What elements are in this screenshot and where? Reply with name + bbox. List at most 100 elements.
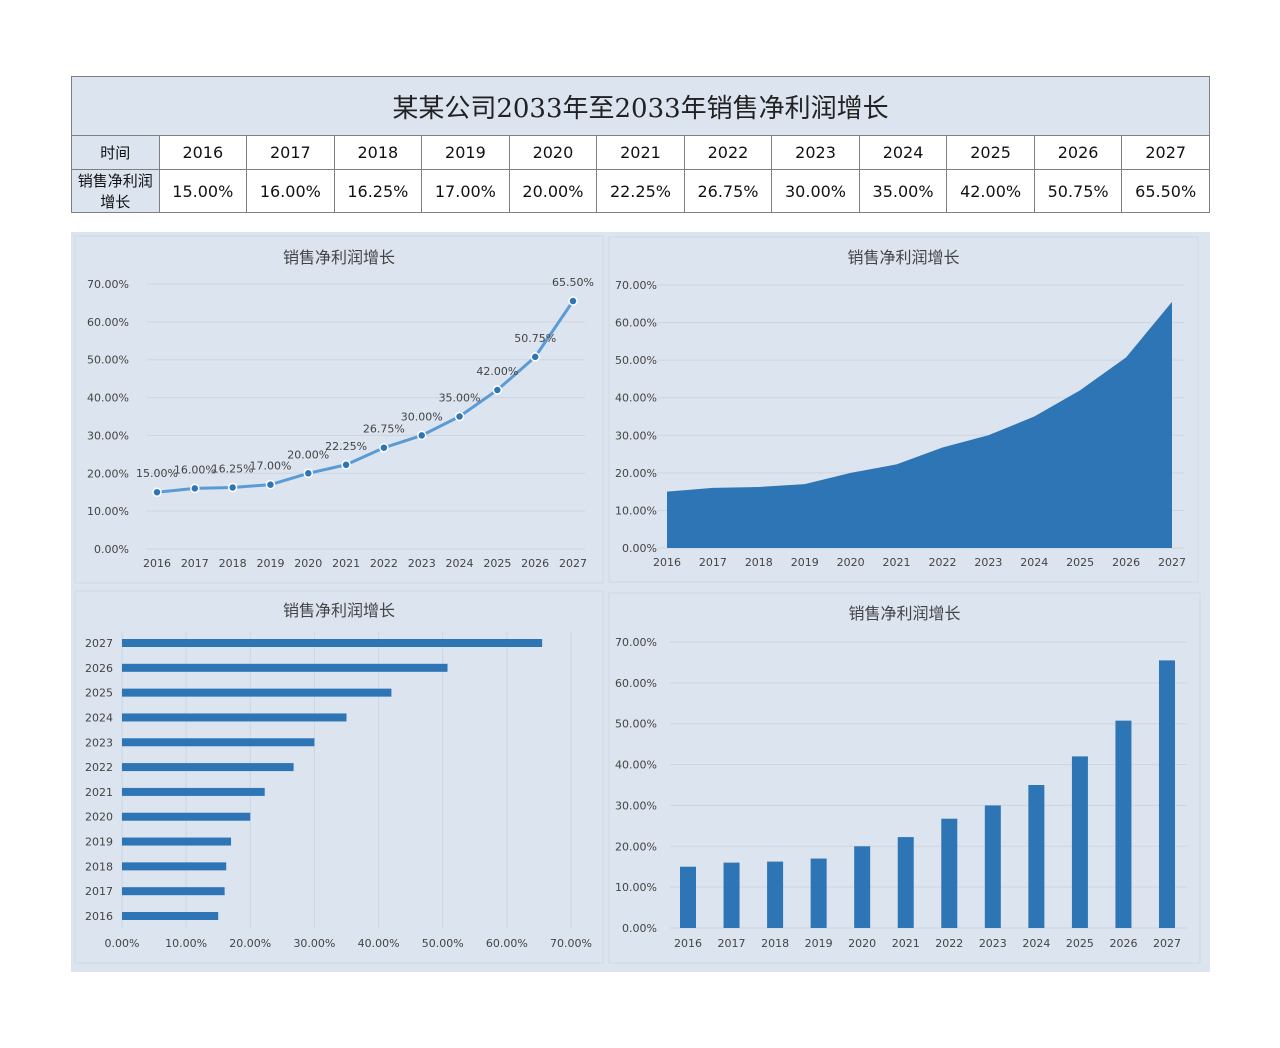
data-label: 26.75% bbox=[363, 423, 405, 436]
column-bar bbox=[767, 861, 784, 928]
y-tick-label: 40.00% bbox=[87, 392, 129, 405]
y-tick-label: 2027 bbox=[85, 637, 113, 650]
data-label: 30.00% bbox=[401, 410, 443, 423]
data-point bbox=[492, 385, 503, 395]
bar bbox=[122, 663, 448, 672]
y-tick-label: 0.00% bbox=[622, 542, 657, 555]
x-tick-label: 60.00% bbox=[486, 937, 528, 950]
x-tick-label: 70.00% bbox=[550, 937, 592, 950]
year-cell: 2023 bbox=[771, 135, 860, 170]
value-cell: 65.50% bbox=[1121, 169, 1210, 213]
y-tick-label: 60.00% bbox=[615, 677, 657, 690]
y-tick-label: 2016 bbox=[85, 910, 113, 923]
data-point bbox=[152, 487, 162, 497]
data-label: 22.25% bbox=[325, 440, 367, 453]
chart-title: 销售净利润增长 bbox=[848, 604, 960, 623]
y-tick-label: 70.00% bbox=[615, 636, 657, 649]
data-label: 20.00% bbox=[287, 448, 329, 461]
data-label: 35.00% bbox=[439, 392, 481, 405]
column-bar bbox=[941, 818, 958, 928]
year-cell: 2018 bbox=[333, 135, 423, 170]
value-cell: 16.00% bbox=[246, 169, 335, 213]
bar bbox=[122, 837, 232, 846]
data-point bbox=[568, 296, 578, 306]
x-tick-label: 2026 bbox=[1109, 937, 1137, 950]
x-tick-label: 2025 bbox=[483, 557, 511, 570]
x-tick-label: 2026 bbox=[1112, 556, 1140, 569]
bar bbox=[122, 688, 392, 697]
x-tick-label: 2027 bbox=[559, 557, 587, 570]
year-row: 时间 2016 2017 2018 2019 2020 2021 2022 2023 2024 20… bbox=[71, 135, 1210, 170]
bar bbox=[122, 713, 347, 722]
bar bbox=[122, 912, 219, 920]
bar bbox=[122, 812, 251, 821]
bar bbox=[122, 738, 315, 747]
data-point bbox=[530, 352, 540, 362]
value-cell: 15.00% bbox=[158, 169, 248, 213]
y-tick-label: 10.00% bbox=[87, 505, 129, 518]
y-tick-label: 2025 bbox=[85, 687, 113, 700]
y-tick-label: 50.00% bbox=[615, 354, 657, 367]
column-bar bbox=[897, 837, 914, 928]
x-tick-label: 2019 bbox=[805, 937, 833, 950]
x-tick-label: 2024 bbox=[446, 557, 474, 570]
data-point bbox=[454, 411, 465, 422]
bar bbox=[122, 763, 294, 772]
table-title: 某某公司2033年至2033年销售净利润增长 bbox=[71, 76, 1210, 136]
x-tick-label: 2016 bbox=[653, 556, 681, 569]
data-point bbox=[265, 479, 276, 490]
chart-title: 销售净利润增长 bbox=[283, 248, 395, 267]
y-tick-label: 60.00% bbox=[87, 316, 129, 329]
growth-table: 某某公司2033年至2033年销售净利润增长 时间 2016 2017 2018 201… bbox=[71, 76, 1210, 213]
x-tick-label: 2017 bbox=[718, 937, 746, 950]
y-tick-label: 70.00% bbox=[87, 278, 129, 291]
y-tick-label: 60.00% bbox=[615, 317, 657, 330]
x-tick-label: 50.00% bbox=[422, 937, 464, 950]
value-row: 销售净利润增长 15.00% 16.00% 16.25% 17.00% 20.00% 22.… bbox=[71, 169, 1210, 213]
bar bbox=[122, 862, 227, 871]
data-label: 16.00% bbox=[174, 463, 216, 476]
value-cell: 22.25% bbox=[596, 169, 685, 213]
data-label: 16.25% bbox=[212, 462, 254, 475]
value-cell: 17.00% bbox=[421, 169, 510, 213]
chart-title: 销售净利润增长 bbox=[283, 601, 395, 620]
y-tick-label: 20.00% bbox=[615, 840, 657, 853]
data-point bbox=[341, 460, 351, 470]
value-cell: 26.75% bbox=[683, 169, 773, 213]
data-label: 42.00% bbox=[476, 365, 518, 378]
x-tick-label: 2021 bbox=[892, 937, 920, 950]
x-tick-label: 2021 bbox=[332, 557, 360, 570]
year-cell: 2026 bbox=[1033, 135, 1123, 170]
y-tick-label: 0.00% bbox=[94, 543, 129, 556]
column-bar bbox=[810, 858, 827, 928]
data-label: 65.50% bbox=[552, 276, 594, 289]
x-tick-label: 2018 bbox=[745, 556, 773, 569]
x-tick-label: 2023 bbox=[408, 557, 436, 570]
data-label: 17.00% bbox=[249, 460, 291, 473]
year-cell: 2025 bbox=[946, 135, 1035, 170]
y-tick-label: 10.00% bbox=[615, 881, 657, 894]
chart-title: 销售净利润增长 bbox=[847, 248, 959, 267]
x-tick-label: 2021 bbox=[883, 556, 911, 569]
y-tick-label: 2021 bbox=[85, 786, 113, 799]
x-tick-label: 2016 bbox=[143, 557, 171, 570]
y-tick-label: 50.00% bbox=[615, 718, 657, 731]
y-tick-label: 30.00% bbox=[615, 429, 657, 442]
y-tick-label: 2020 bbox=[85, 811, 113, 824]
column-bar bbox=[1115, 720, 1132, 928]
row-header-growth: 销售净利润增长 bbox=[71, 169, 160, 213]
y-tick-label: 0.00% bbox=[622, 922, 657, 935]
x-tick-label: 2016 bbox=[674, 937, 702, 950]
x-tick-label: 0.00% bbox=[105, 937, 140, 950]
series-line bbox=[156, 300, 575, 494]
y-tick-label: 2018 bbox=[85, 860, 113, 873]
x-tick-label: 2022 bbox=[928, 556, 956, 569]
x-tick-label: 2026 bbox=[521, 557, 549, 570]
y-tick-label: 70.00% bbox=[615, 279, 657, 292]
bar bbox=[122, 887, 225, 896]
y-tick-label: 2023 bbox=[85, 736, 113, 749]
y-tick-label: 2024 bbox=[85, 711, 113, 724]
y-tick-label: 20.00% bbox=[615, 467, 657, 480]
data-label: 50.75% bbox=[514, 332, 556, 345]
